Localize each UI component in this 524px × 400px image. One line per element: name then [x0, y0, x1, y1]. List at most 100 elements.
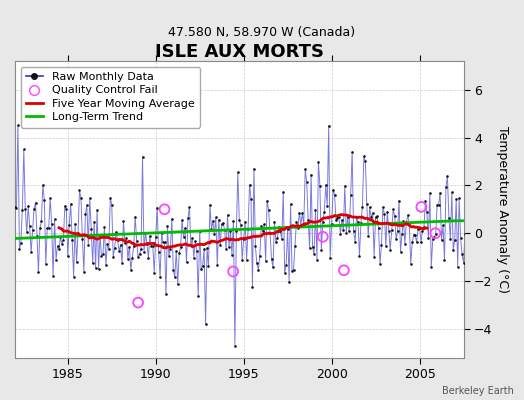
Point [380, 211, 389, 217]
Point [125, 243, 134, 250]
Point [119, 218, 128, 224]
Point [254, 266, 263, 273]
Point [342, 230, 351, 236]
Point [204, 263, 213, 269]
Point [295, 210, 303, 216]
Point [461, 231, 469, 237]
Point [323, 202, 331, 209]
Point [65, 221, 73, 228]
Point [396, 248, 405, 255]
Point [181, 225, 189, 231]
Point [163, 223, 172, 230]
Point [221, 227, 229, 233]
Point [118, 260, 126, 266]
Point [56, 234, 64, 240]
Point [344, 214, 352, 220]
Point [368, 210, 377, 216]
Point [443, 173, 452, 180]
Point [260, 221, 268, 228]
Point [214, 216, 223, 223]
Point [307, 171, 315, 178]
Point [464, 204, 472, 210]
Point [308, 244, 316, 250]
Legend: Raw Monthly Data, Quality Control Fail, Five Year Moving Average, Long-Term Tren: Raw Monthly Data, Quality Control Fail, … [20, 66, 200, 128]
Point [219, 220, 227, 226]
Point [168, 216, 176, 222]
Point [194, 293, 202, 299]
Point [93, 206, 101, 213]
Point [21, 206, 29, 212]
Point [446, 236, 454, 242]
Point [17, 240, 25, 246]
Point [241, 218, 249, 225]
Point [89, 260, 97, 267]
Point [340, 267, 348, 274]
Point [442, 184, 450, 190]
Text: Berkeley Earth: Berkeley Earth [442, 386, 514, 396]
Point [289, 267, 298, 274]
Point [165, 253, 173, 259]
Point [351, 239, 359, 245]
Point [59, 237, 68, 243]
Point [417, 204, 425, 210]
Point [74, 230, 82, 236]
Point [212, 214, 220, 221]
Point [236, 222, 245, 228]
Point [185, 204, 194, 210]
Point [354, 219, 362, 226]
Point [113, 237, 122, 244]
Point [317, 246, 325, 253]
Point [175, 250, 183, 257]
Point [388, 227, 396, 234]
Point [405, 222, 413, 228]
Point [341, 183, 349, 189]
Point [235, 216, 244, 223]
Point [390, 213, 399, 219]
Point [335, 214, 343, 221]
Point [269, 264, 277, 270]
Point [392, 236, 400, 242]
Point [141, 229, 150, 236]
Point [272, 239, 280, 245]
Point [389, 206, 397, 212]
Point [226, 228, 235, 235]
Point [285, 279, 293, 285]
Point [77, 195, 85, 201]
Point [434, 202, 443, 208]
Point [159, 239, 167, 246]
Point [111, 244, 119, 251]
Point [147, 243, 156, 249]
Point [11, 204, 19, 210]
Point [103, 241, 112, 248]
Point [458, 251, 466, 258]
Point [157, 230, 166, 236]
Point [330, 192, 339, 198]
Point [256, 253, 264, 259]
Point [62, 206, 71, 212]
Point [61, 203, 69, 209]
Point [248, 284, 257, 290]
Point [366, 204, 374, 211]
Point [99, 251, 107, 258]
Point [420, 224, 428, 230]
Point [251, 243, 259, 250]
Point [355, 252, 364, 259]
Point [83, 202, 91, 208]
Point [53, 243, 62, 249]
Point [430, 234, 439, 240]
Point [50, 216, 59, 222]
Point [314, 159, 323, 165]
Point [276, 228, 285, 234]
Point [144, 254, 152, 261]
Point [358, 204, 367, 210]
Point [433, 202, 441, 208]
Point [449, 246, 457, 253]
Point [261, 257, 270, 264]
Point [462, 247, 471, 253]
Point [18, 206, 27, 213]
Point [421, 197, 430, 204]
Point [372, 214, 380, 220]
Point [298, 210, 307, 216]
Point [213, 262, 222, 269]
Point [346, 192, 355, 198]
